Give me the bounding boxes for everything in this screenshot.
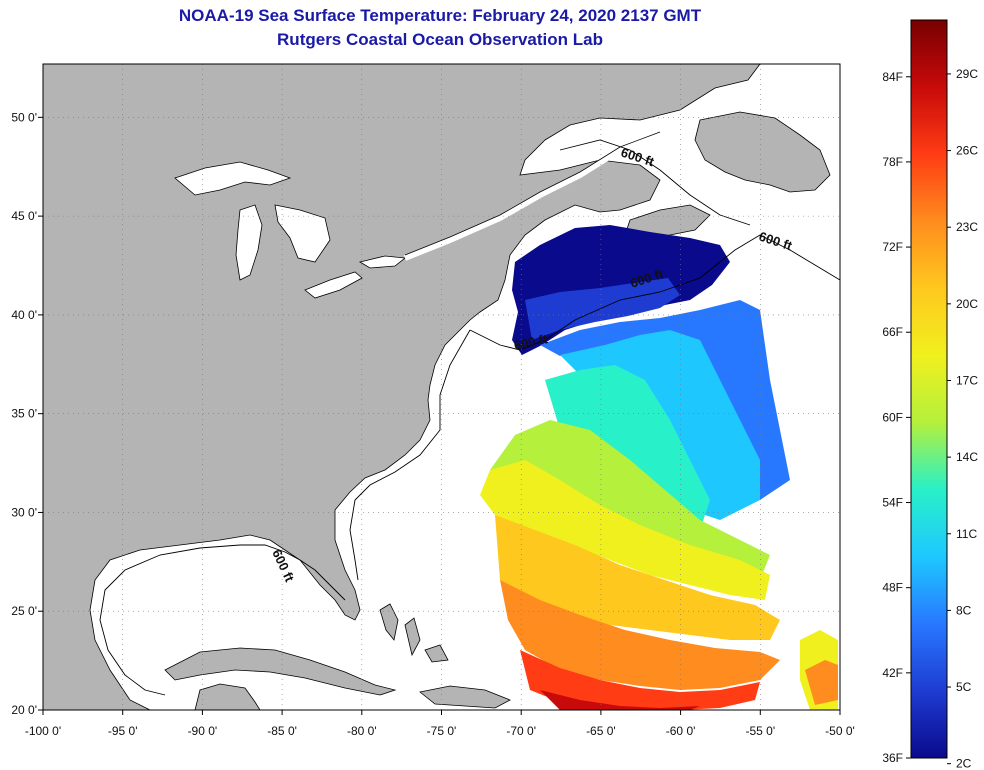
hispaniola-land bbox=[419, 685, 511, 709]
colorbar-c-label: 17C bbox=[956, 373, 978, 387]
colorbar-c-label: 2C bbox=[956, 757, 972, 770]
lat-tick-label: 30 0' bbox=[11, 505, 37, 519]
lon-tick-label: -75 0' bbox=[427, 724, 457, 738]
colorbar-c-label: 14C bbox=[956, 450, 978, 464]
lon-tick-label: -85 0' bbox=[267, 724, 297, 738]
lat-tick-label: 40 0' bbox=[11, 308, 37, 322]
lat-tick-label: 20 0' bbox=[11, 703, 37, 717]
isobath-600ft bbox=[469, 234, 840, 351]
colorbar-f-label: 48F bbox=[882, 581, 903, 595]
colorbar-c-label: 29C bbox=[956, 67, 978, 81]
newfoundland-land bbox=[694, 111, 831, 193]
isobath-600ft-north bbox=[559, 139, 751, 226]
colorbar-f-label: 60F bbox=[882, 410, 903, 424]
colorbar-strip bbox=[910, 19, 948, 759]
isobath-600ft-south bbox=[349, 329, 471, 581]
lon-tick-label: -60 0' bbox=[666, 724, 696, 738]
lake-ontario bbox=[358, 255, 407, 269]
lat-tick-label: 35 0' bbox=[11, 407, 37, 421]
lake-erie bbox=[304, 271, 363, 299]
lon-tick-label: -50 0' bbox=[825, 724, 855, 738]
colorbar-f-label: 84F bbox=[882, 70, 903, 84]
lon-tick-label: -70 0' bbox=[506, 724, 536, 738]
lon-tick-label: -95 0' bbox=[108, 724, 138, 738]
lat-tick-label: 50 0' bbox=[11, 110, 37, 124]
colorbar-f-label: 78F bbox=[882, 155, 903, 169]
lon-tick-label: -90 0' bbox=[188, 724, 218, 738]
lat-tick-label: 25 0' bbox=[11, 604, 37, 618]
lake-huron bbox=[274, 204, 331, 263]
colorbar-c-label: 26C bbox=[956, 144, 978, 158]
lon-tick-label: -55 0' bbox=[745, 724, 775, 738]
map-axes: -100 0' -95 0' -90 0' -85 0' -80 0' -75 0' -70… bbox=[11, 110, 854, 738]
colorbar-c-label: 5C bbox=[956, 680, 972, 694]
colorbar-f-label: 42F bbox=[882, 666, 903, 680]
colorbar-f-label: 54F bbox=[882, 496, 903, 510]
colorbar-f-label: 72F bbox=[882, 240, 903, 254]
colorbar-c-label: 8C bbox=[956, 603, 972, 617]
colorbar-c-label: 20C bbox=[956, 297, 978, 311]
map-subtitle: Rutgers Coastal Ocean Observation Lab bbox=[277, 30, 603, 49]
colorbar-f-label: 66F bbox=[882, 325, 903, 339]
north-america-land bbox=[43, 64, 761, 710]
lat-tick-label: 45 0' bbox=[11, 209, 37, 223]
map-title: NOAA-19 Sea Surface Temperature: Februar… bbox=[178, 6, 702, 25]
yucatan-land bbox=[194, 683, 261, 710]
lon-tick-label: -80 0' bbox=[347, 724, 377, 738]
lake-michigan bbox=[235, 204, 263, 281]
isobath-600ft-gulf bbox=[99, 544, 346, 696]
lon-tick-label: -65 0' bbox=[586, 724, 616, 738]
lake-superior bbox=[174, 161, 292, 196]
colorbar-c-label: 23C bbox=[956, 220, 978, 234]
colorbar-c-label: 11C bbox=[956, 527, 977, 541]
contour-label-mid-atlantic: 600 ft bbox=[513, 331, 550, 353]
sst-swath bbox=[480, 225, 838, 710]
cuba-land bbox=[164, 647, 397, 696]
colorbar-f-label: 36F bbox=[882, 751, 903, 765]
lon-tick-label: -100 0' bbox=[25, 724, 61, 738]
bahamas-islands bbox=[379, 603, 449, 663]
st-lawrence-river bbox=[403, 132, 662, 261]
